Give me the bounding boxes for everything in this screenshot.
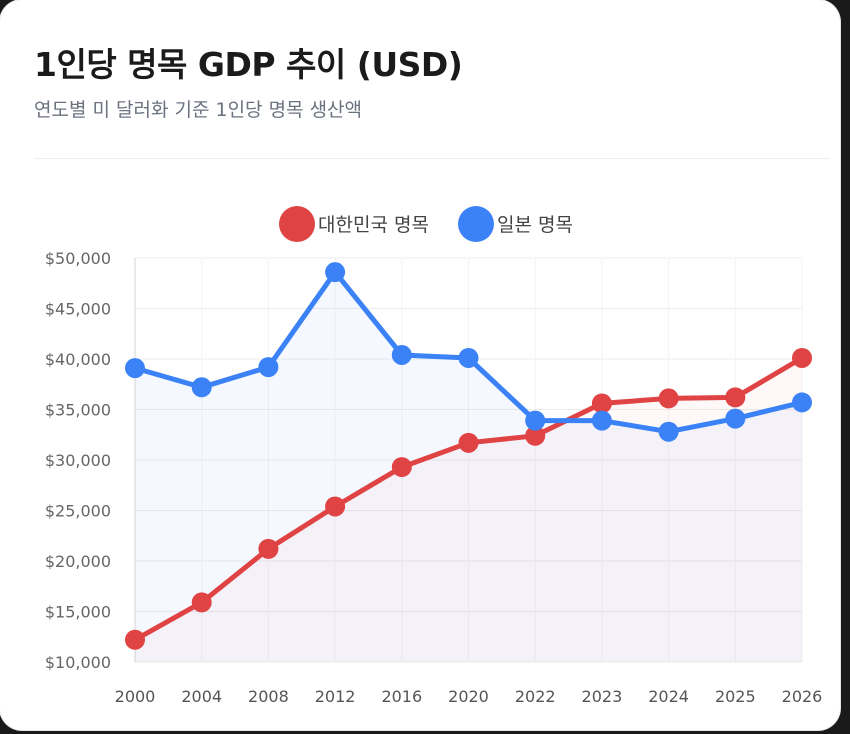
x-axis: 2000 2004 2008 2012 2016 2020 2022 2023 2024 2025… (115, 687, 823, 706)
point-korea[interactable] (391, 457, 412, 478)
y-tick-label: $35,000 (45, 401, 111, 420)
series-area (135, 272, 802, 662)
y-tick-label: $40,000 (45, 350, 111, 369)
y-tick-label: $25,000 (45, 502, 111, 521)
x-tick-label: 2026 (782, 687, 823, 706)
point-korea[interactable] (258, 538, 279, 559)
divider (34, 158, 830, 159)
x-tick-label: 2022 (515, 687, 556, 706)
y-tick-label: $10,000 (45, 653, 111, 672)
page-subtitle: 연도별 미 달러화 기준 1인당 명목 생산액 (34, 99, 363, 121)
point-korea[interactable] (725, 387, 746, 408)
x-tick-label: 2020 (448, 687, 489, 706)
point-korea[interactable] (191, 592, 212, 613)
point-korea[interactable] (792, 347, 812, 368)
page-title: 1인당 명목 GDP 추이 (USD) (34, 45, 463, 84)
point-korea[interactable] (325, 496, 346, 517)
x-tick-label: 2025 (715, 687, 756, 706)
y-axis: $50,000 $45,000 $40,000 $35,000 $30,000 $25,0… (45, 249, 111, 672)
point-japan[interactable] (525, 410, 546, 431)
point-japan[interactable] (391, 344, 412, 365)
point-korea[interactable] (458, 432, 479, 453)
series (125, 262, 812, 662)
x-tick-label: 2016 (381, 687, 422, 706)
point-japan[interactable] (458, 347, 479, 368)
series-area (135, 358, 802, 662)
legend: 대한민국 명목 일본 명목 (279, 206, 573, 242)
x-tick-label: 2000 (115, 687, 156, 706)
x-tick-label: 2023 (582, 687, 623, 706)
legend-label-japan[interactable]: 일본 명목 (497, 214, 573, 236)
point-japan[interactable] (258, 357, 279, 378)
y-tick-label: $15,000 (45, 603, 111, 622)
legend-marker-japan[interactable] (458, 206, 494, 242)
point-korea[interactable] (525, 425, 546, 446)
point-korea[interactable] (591, 393, 612, 414)
x-tick-label: 2024 (648, 687, 689, 706)
point-japan[interactable] (125, 358, 145, 379)
point-japan[interactable] (591, 410, 612, 431)
x-tick-label: 2008 (248, 687, 289, 706)
point-japan[interactable] (725, 408, 746, 429)
legend-label-korea[interactable]: 대한민국 명목 (318, 214, 429, 236)
x-tick-label: 2012 (315, 687, 356, 706)
point-japan[interactable] (658, 421, 679, 442)
x-tick-label: 2004 (181, 687, 222, 706)
y-tick-label: $45,000 (45, 300, 111, 319)
y-tick-label: $20,000 (45, 552, 111, 571)
point-japan[interactable] (792, 392, 812, 413)
point-korea[interactable] (658, 388, 679, 409)
point-japan[interactable] (325, 262, 346, 283)
legend-marker-korea[interactable] (279, 206, 315, 242)
y-tick-label: $50,000 (45, 249, 111, 268)
y-tick-label: $30,000 (45, 451, 111, 470)
grid (134, 257, 803, 663)
point-japan[interactable] (191, 377, 212, 398)
point-korea[interactable] (125, 629, 145, 650)
